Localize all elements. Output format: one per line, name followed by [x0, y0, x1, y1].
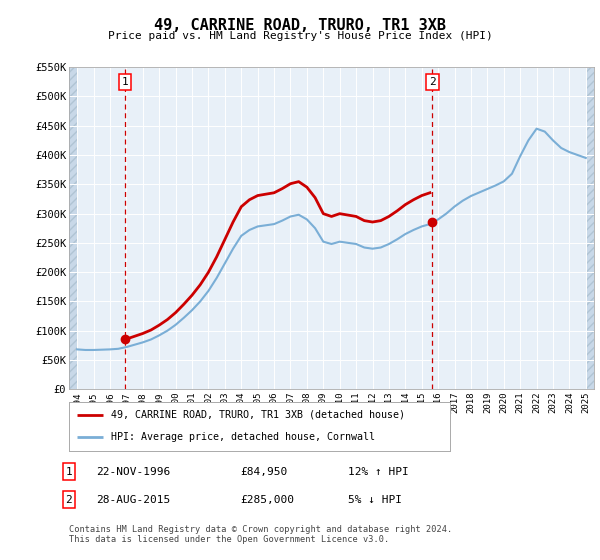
Text: 5% ↓ HPI: 5% ↓ HPI	[348, 494, 402, 505]
Text: 2: 2	[429, 77, 436, 87]
Text: Contains HM Land Registry data © Crown copyright and database right 2024.
This d: Contains HM Land Registry data © Crown c…	[69, 525, 452, 544]
Text: 49, CARRINE ROAD, TRURO, TR1 3XB (detached house): 49, CARRINE ROAD, TRURO, TR1 3XB (detach…	[111, 410, 405, 420]
Text: 2: 2	[65, 494, 73, 505]
Bar	[69, 67, 77, 389]
Text: HPI: Average price, detached house, Cornwall: HPI: Average price, detached house, Corn…	[111, 432, 375, 442]
Text: 22-NOV-1996: 22-NOV-1996	[96, 466, 170, 477]
Text: £84,950: £84,950	[240, 466, 287, 477]
Text: 1: 1	[65, 466, 73, 477]
Text: 12% ↑ HPI: 12% ↑ HPI	[348, 466, 409, 477]
Text: £285,000: £285,000	[240, 494, 294, 505]
Bar	[586, 67, 594, 389]
Text: 1: 1	[121, 77, 128, 87]
Text: 49, CARRINE ROAD, TRURO, TR1 3XB: 49, CARRINE ROAD, TRURO, TR1 3XB	[154, 18, 446, 33]
Text: Price paid vs. HM Land Registry's House Price Index (HPI): Price paid vs. HM Land Registry's House …	[107, 31, 493, 41]
Text: 28-AUG-2015: 28-AUG-2015	[96, 494, 170, 505]
